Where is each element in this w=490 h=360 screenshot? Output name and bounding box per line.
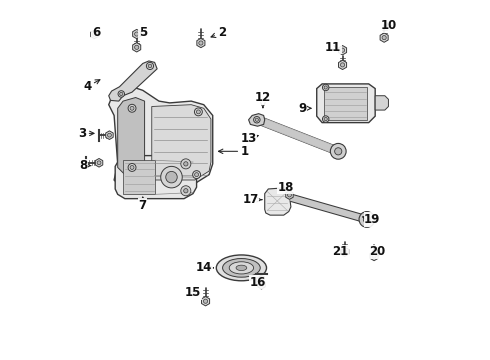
Polygon shape [91, 30, 98, 39]
Circle shape [130, 166, 134, 170]
Circle shape [166, 171, 177, 183]
Circle shape [97, 161, 101, 165]
Text: 16: 16 [249, 276, 266, 289]
Circle shape [364, 216, 370, 223]
Circle shape [184, 189, 188, 193]
Text: 8: 8 [79, 159, 91, 172]
Circle shape [118, 91, 124, 97]
Polygon shape [109, 61, 157, 101]
Text: 10: 10 [380, 19, 396, 32]
Text: 7: 7 [139, 197, 147, 212]
Circle shape [128, 104, 136, 112]
Polygon shape [109, 87, 213, 189]
Circle shape [135, 45, 139, 49]
Polygon shape [96, 158, 103, 167]
Circle shape [135, 32, 139, 36]
Ellipse shape [222, 258, 260, 277]
Text: 11: 11 [325, 41, 341, 54]
Circle shape [128, 163, 136, 171]
Circle shape [343, 249, 347, 254]
Polygon shape [248, 114, 265, 126]
Polygon shape [201, 297, 210, 306]
Polygon shape [339, 45, 346, 55]
Circle shape [120, 92, 123, 95]
Text: 15: 15 [185, 287, 201, 300]
Circle shape [195, 173, 198, 177]
Polygon shape [375, 96, 389, 110]
Text: 5: 5 [139, 27, 147, 40]
Polygon shape [118, 98, 145, 176]
Text: 21: 21 [332, 245, 348, 258]
Text: 2: 2 [211, 27, 226, 40]
Polygon shape [123, 160, 155, 194]
Polygon shape [115, 156, 196, 199]
Circle shape [254, 117, 260, 123]
Polygon shape [370, 251, 378, 261]
Circle shape [330, 143, 346, 159]
Text: 9: 9 [298, 102, 311, 115]
Circle shape [322, 84, 329, 91]
Polygon shape [133, 42, 141, 52]
Circle shape [382, 36, 386, 40]
Circle shape [107, 133, 111, 137]
Circle shape [181, 159, 191, 169]
Circle shape [341, 63, 344, 67]
Circle shape [288, 193, 292, 197]
Circle shape [93, 32, 97, 36]
Text: 4: 4 [83, 80, 100, 93]
Circle shape [324, 86, 327, 89]
Ellipse shape [216, 255, 267, 281]
Circle shape [161, 166, 182, 188]
Polygon shape [265, 188, 291, 215]
Polygon shape [341, 247, 349, 256]
Polygon shape [258, 280, 265, 289]
Text: 13: 13 [241, 132, 258, 145]
Circle shape [199, 41, 203, 45]
Circle shape [181, 186, 191, 196]
Circle shape [196, 110, 200, 114]
Polygon shape [152, 105, 211, 180]
Circle shape [195, 108, 202, 116]
Polygon shape [317, 84, 375, 123]
Text: 19: 19 [363, 213, 381, 226]
Polygon shape [339, 60, 346, 69]
Circle shape [203, 299, 208, 303]
Polygon shape [197, 39, 205, 48]
Text: 12: 12 [255, 91, 271, 108]
Polygon shape [286, 191, 293, 199]
Text: 18: 18 [278, 181, 294, 194]
Circle shape [148, 64, 152, 68]
Text: 17: 17 [242, 193, 262, 206]
Polygon shape [133, 30, 141, 39]
Circle shape [193, 171, 200, 179]
Circle shape [260, 283, 264, 287]
Text: 14: 14 [196, 261, 213, 274]
Text: 3: 3 [78, 127, 94, 140]
Circle shape [147, 62, 153, 69]
Circle shape [130, 106, 134, 110]
Circle shape [255, 118, 258, 121]
Text: 6: 6 [92, 27, 100, 40]
Ellipse shape [229, 262, 254, 274]
Text: 1: 1 [219, 145, 249, 158]
Circle shape [184, 162, 188, 166]
Circle shape [372, 254, 376, 258]
Circle shape [335, 148, 342, 155]
Ellipse shape [236, 265, 247, 271]
Circle shape [341, 48, 344, 52]
Polygon shape [106, 131, 113, 139]
Circle shape [322, 116, 329, 122]
Circle shape [359, 212, 375, 227]
Polygon shape [380, 33, 388, 42]
Text: 20: 20 [369, 245, 386, 258]
Polygon shape [324, 87, 367, 120]
Circle shape [324, 117, 327, 121]
